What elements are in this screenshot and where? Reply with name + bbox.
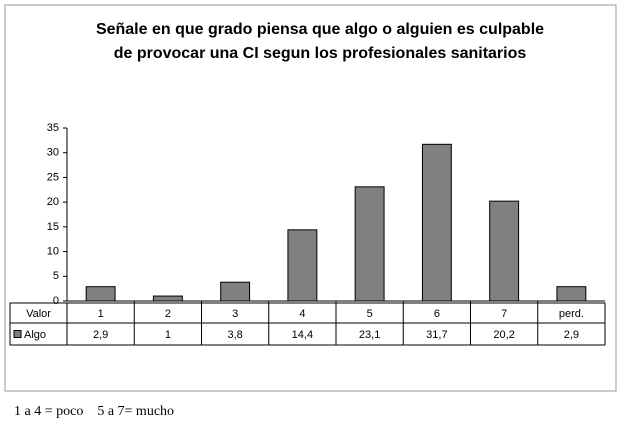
bar bbox=[287, 229, 318, 302]
y-tick-label: 35 bbox=[47, 122, 59, 134]
chart-title: Señale en que grado piensa que algo o al… bbox=[95, 21, 545, 62]
bar bbox=[556, 286, 587, 302]
table-value: 14,4 bbox=[292, 329, 313, 341]
bar bbox=[489, 200, 520, 302]
x-tick-label: 3 bbox=[232, 308, 238, 320]
y-tick-label: 20 bbox=[47, 196, 59, 208]
y-tick-label: 0 bbox=[53, 295, 59, 307]
chart-frame bbox=[4, 4, 617, 392]
x-axis-label: Valor bbox=[26, 308, 51, 320]
y-tick-label: 5 bbox=[53, 270, 59, 282]
table-value: 20,2 bbox=[493, 329, 514, 341]
x-tick-label: 7 bbox=[501, 308, 507, 320]
data-table bbox=[9, 302, 606, 346]
table-value: 3,8 bbox=[227, 329, 242, 341]
y-tick-label: 25 bbox=[47, 171, 59, 183]
table-value: 31,7 bbox=[426, 329, 447, 341]
bar bbox=[354, 186, 385, 302]
x-tick-label: 1 bbox=[98, 308, 104, 320]
legend-swatch bbox=[13, 330, 22, 338]
x-tick-label: 4 bbox=[299, 308, 305, 320]
table-value: 2,9 bbox=[564, 329, 579, 341]
bar bbox=[421, 143, 452, 302]
y-tick-label: 30 bbox=[47, 147, 59, 159]
x-tick-label: 2 bbox=[165, 308, 171, 320]
y-tick-label: 10 bbox=[47, 245, 59, 257]
y-tick-label: 15 bbox=[47, 221, 59, 233]
bar bbox=[152, 295, 183, 302]
x-tick-label: 6 bbox=[434, 308, 440, 320]
table-value: 2,9 bbox=[93, 329, 108, 341]
table-value: 23,1 bbox=[359, 329, 380, 341]
x-tick-label: 5 bbox=[367, 308, 373, 320]
bar bbox=[220, 281, 251, 302]
note: 1 a 4 = poco 5 a 7= mucho bbox=[14, 404, 175, 419]
table-value: 1 bbox=[165, 329, 171, 341]
legend-label: Algo bbox=[24, 329, 46, 341]
bar bbox=[85, 286, 116, 302]
x-tick-label: perd. bbox=[559, 308, 584, 320]
